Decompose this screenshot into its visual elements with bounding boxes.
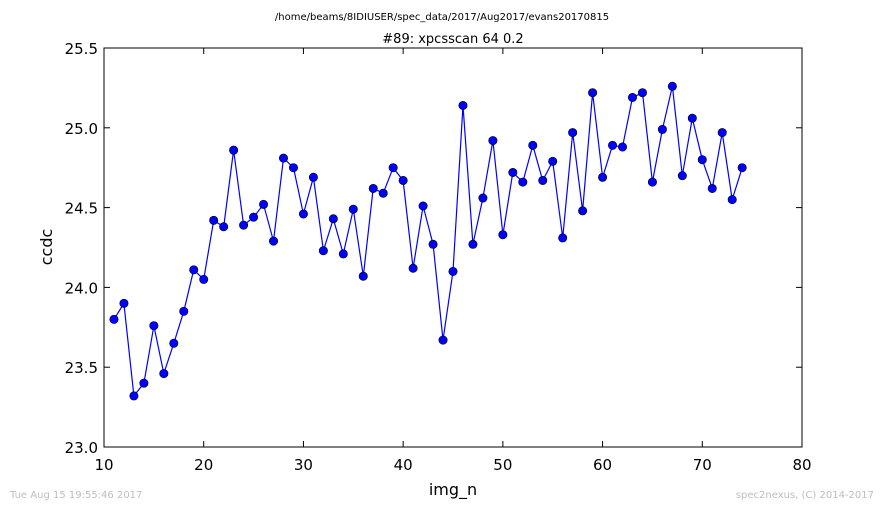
- data-point: [308, 172, 318, 182]
- x-tick-label: 30: [294, 456, 313, 474]
- data-point: [199, 274, 209, 284]
- x-tick-label: 20: [194, 456, 213, 474]
- data-point: [488, 136, 498, 146]
- data-point: [398, 175, 408, 185]
- y-axis-label: ccdc: [37, 229, 56, 266]
- data-point: [348, 204, 358, 214]
- data-point: [697, 155, 707, 165]
- data-point: [478, 193, 488, 203]
- data-point: [558, 233, 568, 243]
- data-point: [139, 378, 149, 388]
- data-point: [428, 239, 438, 249]
- y-tick-label: 25.5: [65, 40, 98, 58]
- data-point: [627, 92, 637, 102]
- file-path-header: /home/beams/8IDIUSER/spec_data/2017/Aug2…: [275, 12, 609, 23]
- data-point: [229, 145, 239, 155]
- data-point: [468, 239, 478, 249]
- x-tick-label: 60: [593, 456, 612, 474]
- data-point: [368, 183, 378, 193]
- data-point: [608, 140, 618, 150]
- data-point: [179, 306, 189, 316]
- y-tick-label: 24.0: [65, 279, 98, 297]
- x-axis-label: img_n: [429, 480, 477, 500]
- data-point: [328, 214, 338, 224]
- chart-title: #89: xpcsscan 64 0.2: [382, 32, 523, 47]
- data-point: [189, 265, 199, 275]
- x-tick-label: 40: [394, 456, 413, 474]
- data-point: [269, 236, 279, 246]
- data-point: [159, 369, 169, 379]
- data-point: [259, 199, 269, 209]
- data-point: [717, 128, 727, 138]
- data-point: [647, 177, 657, 187]
- data-point: [588, 88, 598, 98]
- data-series: [109, 81, 747, 401]
- data-point: [109, 314, 119, 324]
- data-point: [498, 230, 508, 240]
- data-point: [538, 175, 548, 185]
- data-point: [249, 212, 259, 222]
- data-point: [707, 183, 717, 193]
- footer-credit: spec2nexus, (C) 2014-2017: [735, 490, 874, 501]
- series-line: [113, 86, 743, 398]
- y-tick-label: 25.0: [65, 120, 98, 138]
- y-tick-label: 24.5: [65, 200, 98, 218]
- data-point: [568, 128, 578, 138]
- data-point: [378, 188, 388, 198]
- data-point: [448, 266, 458, 276]
- data-point: [418, 201, 428, 211]
- data-point: [618, 142, 628, 152]
- data-point: [737, 163, 747, 173]
- x-tick-label: 10: [94, 456, 113, 474]
- data-point: [548, 156, 558, 166]
- data-point: [129, 391, 139, 401]
- x-tick-label: 70: [693, 456, 712, 474]
- data-point: [528, 140, 538, 150]
- data-point: [318, 246, 328, 256]
- data-point: [727, 195, 737, 205]
- data-point: [288, 163, 298, 173]
- data-point: [209, 215, 219, 225]
- data-point: [239, 220, 249, 230]
- data-point: [637, 88, 647, 98]
- x-tick-label: 50: [493, 456, 512, 474]
- data-point: [508, 167, 518, 177]
- y-tick-label: 23.0: [65, 439, 98, 457]
- data-point: [358, 271, 368, 281]
- data-point: [687, 113, 697, 123]
- data-point: [598, 172, 608, 182]
- data-point: [298, 209, 308, 219]
- x-tick-label: 80: [792, 456, 811, 474]
- data-point: [677, 171, 687, 181]
- y-tick-label: 23.5: [65, 359, 98, 377]
- data-point: [667, 81, 677, 91]
- axis-ticks: 10 20 30 40 50 60 70 80 23.0 23.5 24.0 24.5 25.0 25.5: [65, 40, 812, 474]
- data-point: [438, 335, 448, 345]
- data-point: [578, 206, 588, 216]
- data-point: [408, 263, 418, 273]
- data-point: [338, 249, 348, 259]
- data-point: [278, 153, 288, 163]
- data-point: [518, 177, 528, 187]
- data-point: [119, 298, 129, 308]
- data-point: [149, 321, 159, 331]
- data-point: [169, 338, 179, 348]
- data-point: [388, 163, 398, 173]
- data-point: [458, 100, 468, 110]
- data-point: [219, 222, 229, 232]
- data-point: [657, 124, 667, 134]
- footer-timestamp: Tue Aug 15 19:55:46 2017: [10, 490, 143, 501]
- plot-area: [103, 47, 803, 448]
